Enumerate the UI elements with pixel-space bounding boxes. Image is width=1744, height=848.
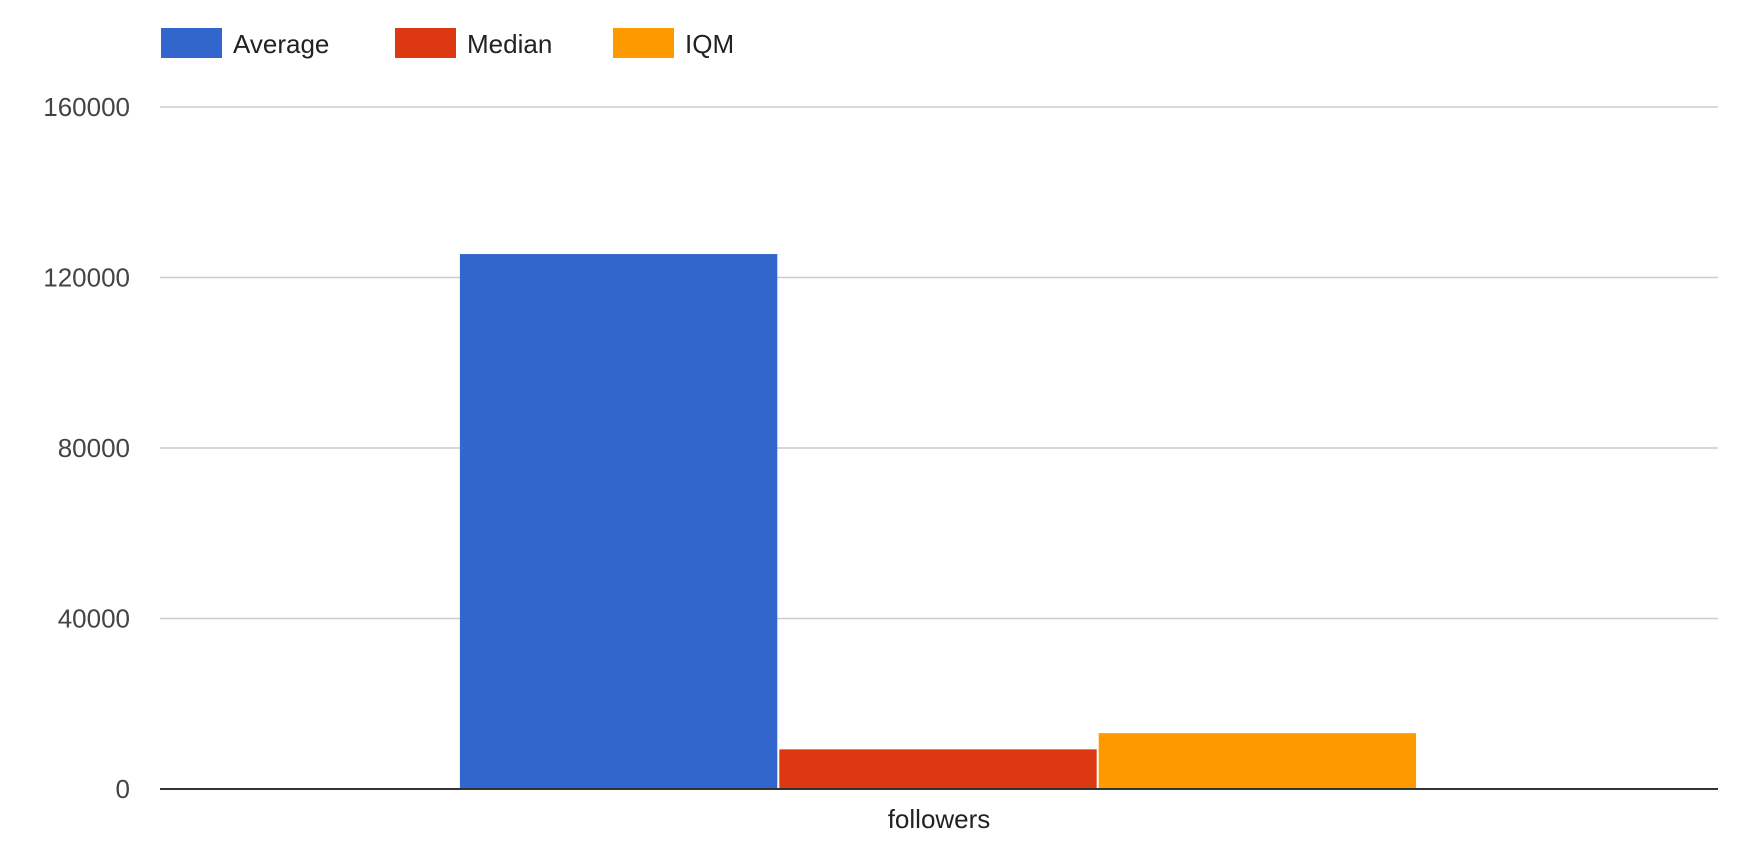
y-tick-label: 0 [116,774,130,804]
y-tick-label: 160000 [43,92,130,122]
y-tick-label: 120000 [43,263,130,293]
legend-swatch-iqm [613,28,674,58]
bars [459,254,1417,789]
legend-swatch-median [395,28,456,58]
y-tick-label: 80000 [58,433,130,463]
gridlines [160,106,1718,620]
legend-label-average: Average [233,29,329,59]
legend: Average Median IQM [161,28,734,59]
legend-label-median: Median [467,29,552,59]
bar-iqm [1098,733,1417,789]
legend-swatch-average [161,28,222,58]
bar-average [459,254,778,789]
legend-label-iqm: IQM [685,29,734,59]
x-category-label: followers [888,804,991,834]
y-tick-label: 40000 [58,604,130,634]
bar-median [779,749,1097,789]
axes: 0 40000 80000 120000 160000 followers [43,92,1718,834]
